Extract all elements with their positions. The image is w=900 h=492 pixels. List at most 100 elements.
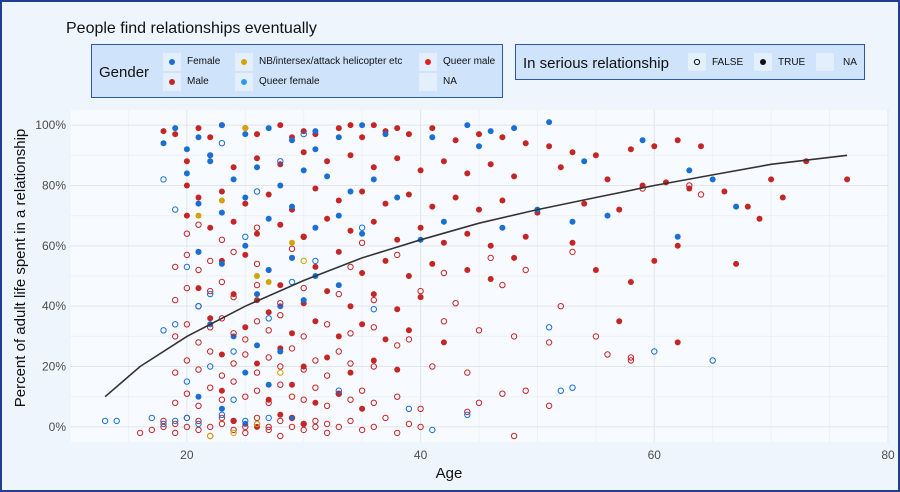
data-point xyxy=(721,188,728,195)
data-point xyxy=(218,122,225,129)
data-point xyxy=(510,333,518,340)
data-point xyxy=(207,152,214,159)
data-point xyxy=(230,218,237,225)
data-point xyxy=(195,285,202,292)
data-point xyxy=(359,230,366,237)
data-point xyxy=(382,200,389,207)
data-point xyxy=(265,327,272,334)
data-point xyxy=(300,130,307,138)
y-tick-label: 80% xyxy=(42,178,66,192)
data-point xyxy=(464,267,471,273)
data-point xyxy=(464,411,471,418)
legend-label-male: Male xyxy=(187,76,209,87)
data-point xyxy=(370,164,377,171)
data-point xyxy=(230,378,237,385)
data-point xyxy=(394,251,401,259)
data-point xyxy=(195,134,202,141)
data-point xyxy=(440,158,447,165)
data-point xyxy=(183,423,191,431)
data-point xyxy=(242,200,249,207)
male-dot-icon xyxy=(169,79,175,85)
data-point xyxy=(499,134,506,141)
data-point xyxy=(569,384,576,391)
data-point xyxy=(253,414,261,422)
data-point xyxy=(569,239,576,246)
data-point xyxy=(160,176,167,183)
data-point xyxy=(323,420,331,428)
data-point xyxy=(113,417,120,425)
data-point xyxy=(627,279,634,285)
data-point xyxy=(394,125,401,132)
data-point xyxy=(218,420,226,428)
data-point xyxy=(487,128,494,135)
data-point xyxy=(300,167,307,174)
data-point xyxy=(581,158,588,165)
data-point xyxy=(347,188,354,195)
data-point xyxy=(218,405,225,412)
data-point xyxy=(218,351,225,358)
data-point xyxy=(300,420,307,428)
data-point xyxy=(183,146,190,153)
data-point xyxy=(242,324,249,331)
data-point xyxy=(218,414,226,422)
data-point xyxy=(417,224,424,231)
data-point xyxy=(195,125,202,132)
data-point xyxy=(616,206,623,213)
data-point xyxy=(370,291,377,298)
data-point xyxy=(242,429,249,437)
data-point xyxy=(545,324,553,331)
data-point xyxy=(417,405,424,412)
data-point xyxy=(195,366,202,373)
data-point xyxy=(253,260,261,268)
data-point xyxy=(370,176,377,183)
data-point xyxy=(254,131,260,138)
data-point xyxy=(335,125,342,132)
data-point xyxy=(464,408,471,415)
data-point xyxy=(394,429,401,437)
data-point xyxy=(674,137,681,144)
data-point xyxy=(452,194,459,201)
data-point xyxy=(195,194,202,201)
data-point xyxy=(323,321,331,328)
data-point xyxy=(511,173,518,180)
data-point xyxy=(440,239,447,246)
data-point xyxy=(347,396,354,403)
data-point xyxy=(674,339,681,346)
data-point xyxy=(499,224,506,231)
data-point xyxy=(242,194,249,201)
data-point xyxy=(335,348,342,355)
data-point xyxy=(417,294,424,301)
data-point xyxy=(160,140,167,147)
data-point xyxy=(289,239,295,246)
data-point xyxy=(370,296,377,304)
data-point xyxy=(335,290,342,298)
data-point xyxy=(499,390,506,397)
data-point xyxy=(218,197,225,204)
data-point xyxy=(254,291,260,298)
data-point xyxy=(312,257,319,265)
data-point xyxy=(277,369,284,376)
data-point xyxy=(230,164,237,171)
data-point xyxy=(347,152,354,159)
legend-key-relationship-na xyxy=(816,53,834,71)
grid-lines xyxy=(69,110,889,442)
data-point xyxy=(627,357,635,364)
data-point xyxy=(183,321,191,328)
data-point xyxy=(289,414,295,421)
data-point xyxy=(429,125,436,132)
data-point xyxy=(254,342,260,349)
relationship-legend: In serious relationship FALSE TRUE NA xyxy=(515,44,865,80)
data-point xyxy=(581,200,588,207)
data-point xyxy=(289,203,295,210)
legend-key-male xyxy=(163,73,181,91)
data-point xyxy=(160,423,167,431)
data-point xyxy=(358,426,366,434)
data-point xyxy=(709,176,716,183)
data-point xyxy=(148,426,156,434)
data-point xyxy=(277,417,284,425)
legend-key-queer-male xyxy=(419,53,437,71)
data-point xyxy=(627,354,635,361)
data-point xyxy=(172,417,179,425)
data-point xyxy=(265,279,272,285)
data-point xyxy=(569,218,576,225)
